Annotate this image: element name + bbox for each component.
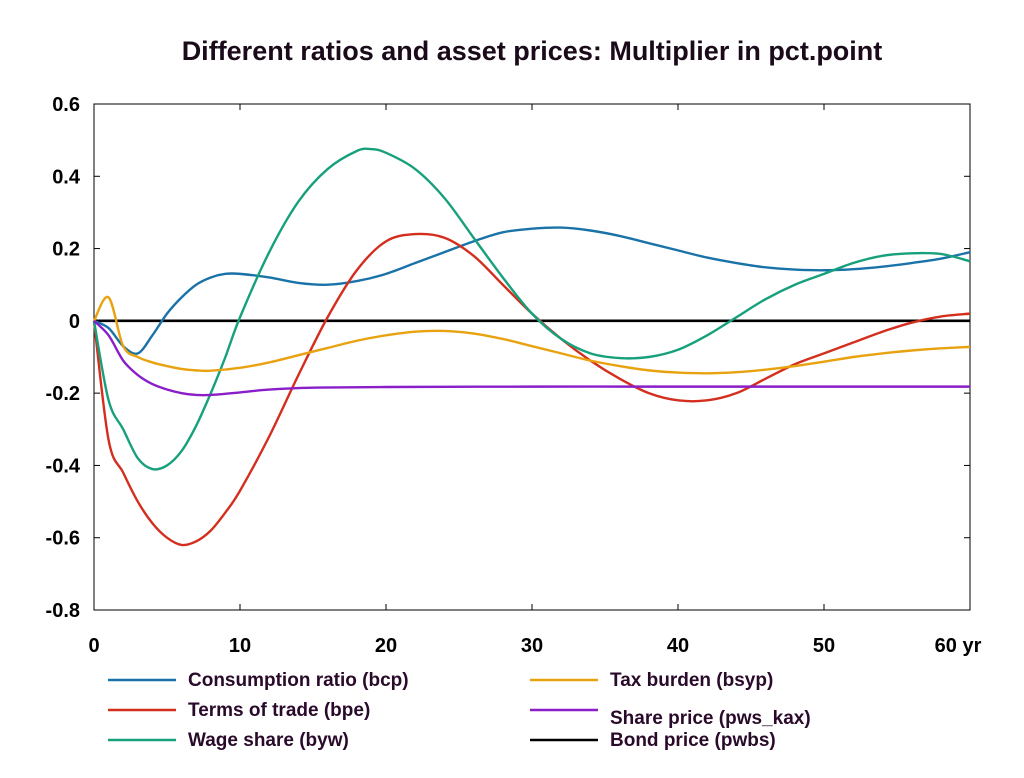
y-tick-label: -0.8 [46, 600, 80, 622]
x-tick-label: 60 yr [935, 635, 982, 657]
y-tick-label: -0.6 [46, 528, 80, 550]
legend-label-tax-burden-bsyp: Tax burden (bsyp) [610, 670, 773, 691]
legend-label-wage-share-byw: Wage share (byw) [188, 730, 349, 751]
x-tick-label: 30 [521, 635, 543, 657]
legend: Consumption ratio (bcp) Terms of trade (b… [108, 670, 811, 751]
series-line-tax-burden-bsyp [92, 295, 971, 375]
x-tick-label: 0 [88, 635, 99, 657]
x-tick-label: 40 [667, 635, 689, 657]
x-tick-label: 10 [229, 635, 251, 657]
legend-label-bond-price-pwbs: Bond price (pwbs) [610, 730, 776, 751]
series-line-terms-of-trade-bpe [92, 232, 971, 547]
y-tick-label: -0.4 [46, 455, 81, 477]
legend-label-terms-of-trade-bpe: Terms of trade (bpe) [188, 700, 370, 721]
axes: 0.6 0.4 0.2 0 -0.2 -0.4 -0.6 -0.8 0 10 20 30 40 50 60 … [46, 94, 982, 657]
legend-label-share-price-pws-kax: Share price (pws_kax) [610, 708, 811, 729]
series-line-share-price-pws-kax [93, 319, 970, 397]
chart-title: Different ratios and asset prices: Multi… [182, 36, 883, 66]
y-tick-label: 0 [69, 311, 80, 333]
series-layer [92, 147, 971, 547]
y-tick-label: 0.2 [52, 239, 80, 261]
y-tick-label: -0.2 [46, 383, 80, 405]
legend-label-consumption-ratio-bcp: Consumption ratio (bcp) [188, 670, 409, 691]
y-tick-label: 0.6 [52, 94, 80, 116]
series-line-wage-share-byw [92, 147, 971, 471]
x-tick-label: 20 [375, 635, 397, 657]
series-line-consumption-ratio-bcp [93, 226, 971, 355]
y-tick-label: 0.4 [52, 166, 81, 188]
x-tick-label: 50 [813, 635, 835, 657]
